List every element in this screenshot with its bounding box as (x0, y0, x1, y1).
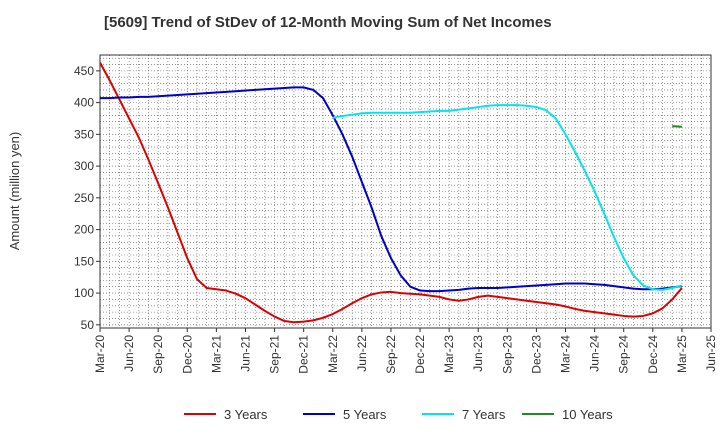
series-layer (99, 62, 683, 324)
x-tick-label: Dec-24 (646, 335, 660, 374)
x-tick-label: Dec-22 (413, 335, 427, 374)
y-tick-label: 300 (74, 159, 94, 173)
x-tick-label: Mar-24 (559, 335, 573, 373)
x-tick-label: Jun-25 (704, 335, 718, 372)
x-tick-label: Jun-24 (588, 335, 602, 372)
x-tick-label: Mar-21 (209, 335, 223, 373)
y-tick-label: 50 (81, 318, 95, 332)
x-tick-label: Mar-20 (93, 335, 107, 373)
series-line-3-years (99, 62, 683, 324)
x-tick-label: Dec-23 (529, 335, 543, 374)
x-tick-label: Sep-20 (151, 335, 165, 374)
y-axis: 50 100 150 200 250 300 350 400 450 (74, 64, 100, 332)
series-line-5-years (100, 86, 683, 293)
x-tick-label: Mar-23 (442, 335, 456, 373)
x-tick-label: Jun-22 (355, 335, 369, 372)
y-tick-label: 150 (74, 254, 94, 268)
x-tick-label: Jun-21 (238, 335, 252, 372)
y-tick-label: 250 (74, 191, 94, 205)
x-tick-label: Mar-22 (326, 335, 340, 373)
y-tick-label: 350 (74, 127, 94, 141)
y-tick-label: 200 (74, 223, 94, 237)
x-tick-label: Sep-21 (268, 335, 282, 374)
grid-layer (100, 55, 711, 328)
series-line-10-years (672, 125, 682, 128)
y-tick-label: 450 (74, 64, 94, 78)
x-tick-label: Dec-20 (180, 335, 194, 374)
legend-label-5-years: 5 Years (343, 407, 387, 422)
plot-frame (99, 54, 712, 329)
x-tick-label: Dec-21 (297, 335, 311, 374)
x-tick-label: Jun-20 (122, 335, 136, 372)
y-axis-title: Amount (million yen) (7, 132, 22, 251)
x-tick-label: Mar-25 (675, 335, 689, 373)
x-tick-label: Sep-22 (384, 335, 398, 374)
legend-label-3-years: 3 Years (224, 407, 268, 422)
x-tick-label: Jun-23 (471, 335, 485, 372)
y-tick-label: 400 (74, 96, 94, 110)
x-axis: Mar-20 Jun-20 Sep-20 Dec-20 Mar-21 Jun-21 Sep-… (93, 328, 718, 374)
legend-label-10-years: 10 Years (562, 407, 613, 422)
series-line-7-years (332, 104, 683, 291)
y-tick-label: 100 (74, 286, 94, 300)
chart-title: [5609] Trend of StDev of 12-Month Moving… (104, 14, 552, 31)
x-tick-label: Sep-24 (617, 335, 631, 374)
legend: 3 Years 5 Years 7 Years 10 Years (184, 407, 613, 422)
x-tick-label: Sep-23 (500, 335, 514, 374)
legend-label-7-years: 7 Years (462, 407, 506, 422)
